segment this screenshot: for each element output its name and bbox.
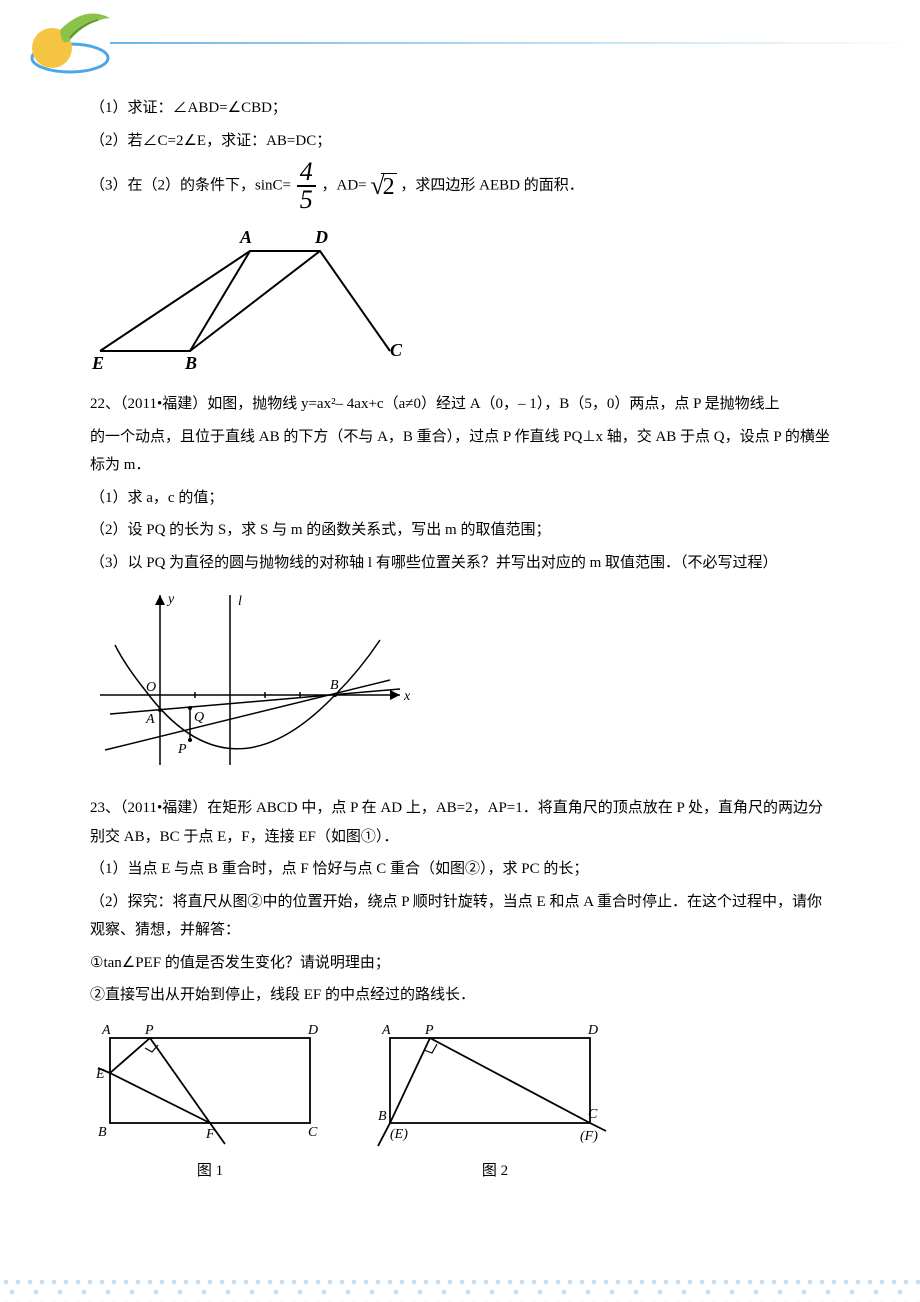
frac-den: 5 xyxy=(297,187,316,213)
svg-text:B: B xyxy=(378,1109,387,1124)
svg-text:D: D xyxy=(307,1023,318,1038)
svg-text:A: A xyxy=(381,1023,391,1038)
svg-text:D: D xyxy=(587,1023,598,1038)
q23-p2: （2）探究：将直尺从图②中的位置开始，绕点 P 顺时针旋转，当点 E 和点 A … xyxy=(90,888,830,945)
svg-text:A: A xyxy=(101,1023,111,1038)
logo-icon xyxy=(10,10,140,80)
q22-lead2: 的一个动点，且位于直线 AB 的下方（不与 A，B 重合），过点 P 作直线 P… xyxy=(90,423,830,480)
q22-lead: 22、（2011•福建）如图，抛物线 y=ax²– 4ax+c（a≠0）经过 A… xyxy=(90,390,830,419)
fig2-caption: 图 2 xyxy=(370,1159,620,1180)
q22-p3: （3）以 PQ 为直径的圆与抛物线的对称轴 l 有哪些位置关系？并写出对应的 m… xyxy=(90,549,830,578)
svg-text:D: D xyxy=(314,227,328,247)
q21-part2: （2）若∠C=2∠E，求证：AB=DC； xyxy=(90,127,830,156)
svg-text:P: P xyxy=(144,1023,154,1038)
q21-3-suffix: ，求四边形 AEBD 的面积． xyxy=(400,177,583,193)
svg-text:C: C xyxy=(588,1107,598,1122)
header-divider xyxy=(110,42,920,44)
svg-text:A: A xyxy=(239,227,252,247)
q21-part1: （1）求证：∠ABD=∠CBD； xyxy=(90,94,830,123)
svg-text:l: l xyxy=(238,594,242,609)
svg-text:(E): (E) xyxy=(390,1127,408,1142)
q21-figure: E B A D C xyxy=(90,221,830,376)
q21-3-mid: ，AD= xyxy=(321,177,366,193)
q21-part3: （3）在（2）的条件下，sinC= 4 5 ，AD= √2 ，求四边形 AEBD… xyxy=(90,159,830,213)
q22-p2: （2）设 PQ 的长为 S，求 S 与 m 的函数关系式，写出 m 的取值范围； xyxy=(90,516,830,545)
q23-p4: ②直接写出从开始到停止，线段 EF 的中点经过的路线长． xyxy=(90,981,830,1010)
fraction-4-5: 4 5 xyxy=(297,159,316,213)
sqrt-2: √2 xyxy=(370,161,396,211)
svg-text:B: B xyxy=(184,353,197,371)
svg-text:P: P xyxy=(424,1023,434,1038)
svg-text:x: x xyxy=(403,689,411,704)
q23-p3: ①tan∠PEF 的值是否发生变化？请说明理由； xyxy=(90,949,830,978)
svg-text:B: B xyxy=(330,678,339,693)
svg-text:O: O xyxy=(146,680,156,695)
q23-p1: （1）当点 E 与点 B 重合时，点 F 恰好与点 C 重合（如图②），求 PC… xyxy=(90,855,830,884)
svg-text:A: A xyxy=(145,712,155,727)
svg-text:B: B xyxy=(98,1125,107,1140)
svg-text:y: y xyxy=(166,592,175,607)
svg-text:C: C xyxy=(308,1125,318,1140)
frac-num: 4 xyxy=(297,159,316,187)
footer-pattern xyxy=(0,1276,920,1302)
svg-text:F: F xyxy=(205,1127,215,1142)
svg-text:P: P xyxy=(177,742,187,757)
fig1-caption: 图 1 xyxy=(90,1159,330,1180)
q21-3-prefix: （3）在（2）的条件下，sinC= xyxy=(90,177,291,193)
svg-text:E: E xyxy=(95,1067,105,1082)
q22-p1: （1）求 a，c 的值； xyxy=(90,484,830,513)
svg-text:(F): (F) xyxy=(580,1129,598,1144)
q23-figures: A P D E B F C 图 1 A P xyxy=(90,1018,830,1180)
q22-figure: y l O B x A Q P xyxy=(90,585,830,780)
svg-text:E: E xyxy=(91,353,104,371)
svg-text:Q: Q xyxy=(194,710,204,725)
q23-lead: 23、（2011•福建）在矩形 ABCD 中，点 P 在 AD 上，AB=2，A… xyxy=(90,794,830,851)
svg-text:C: C xyxy=(390,340,403,360)
